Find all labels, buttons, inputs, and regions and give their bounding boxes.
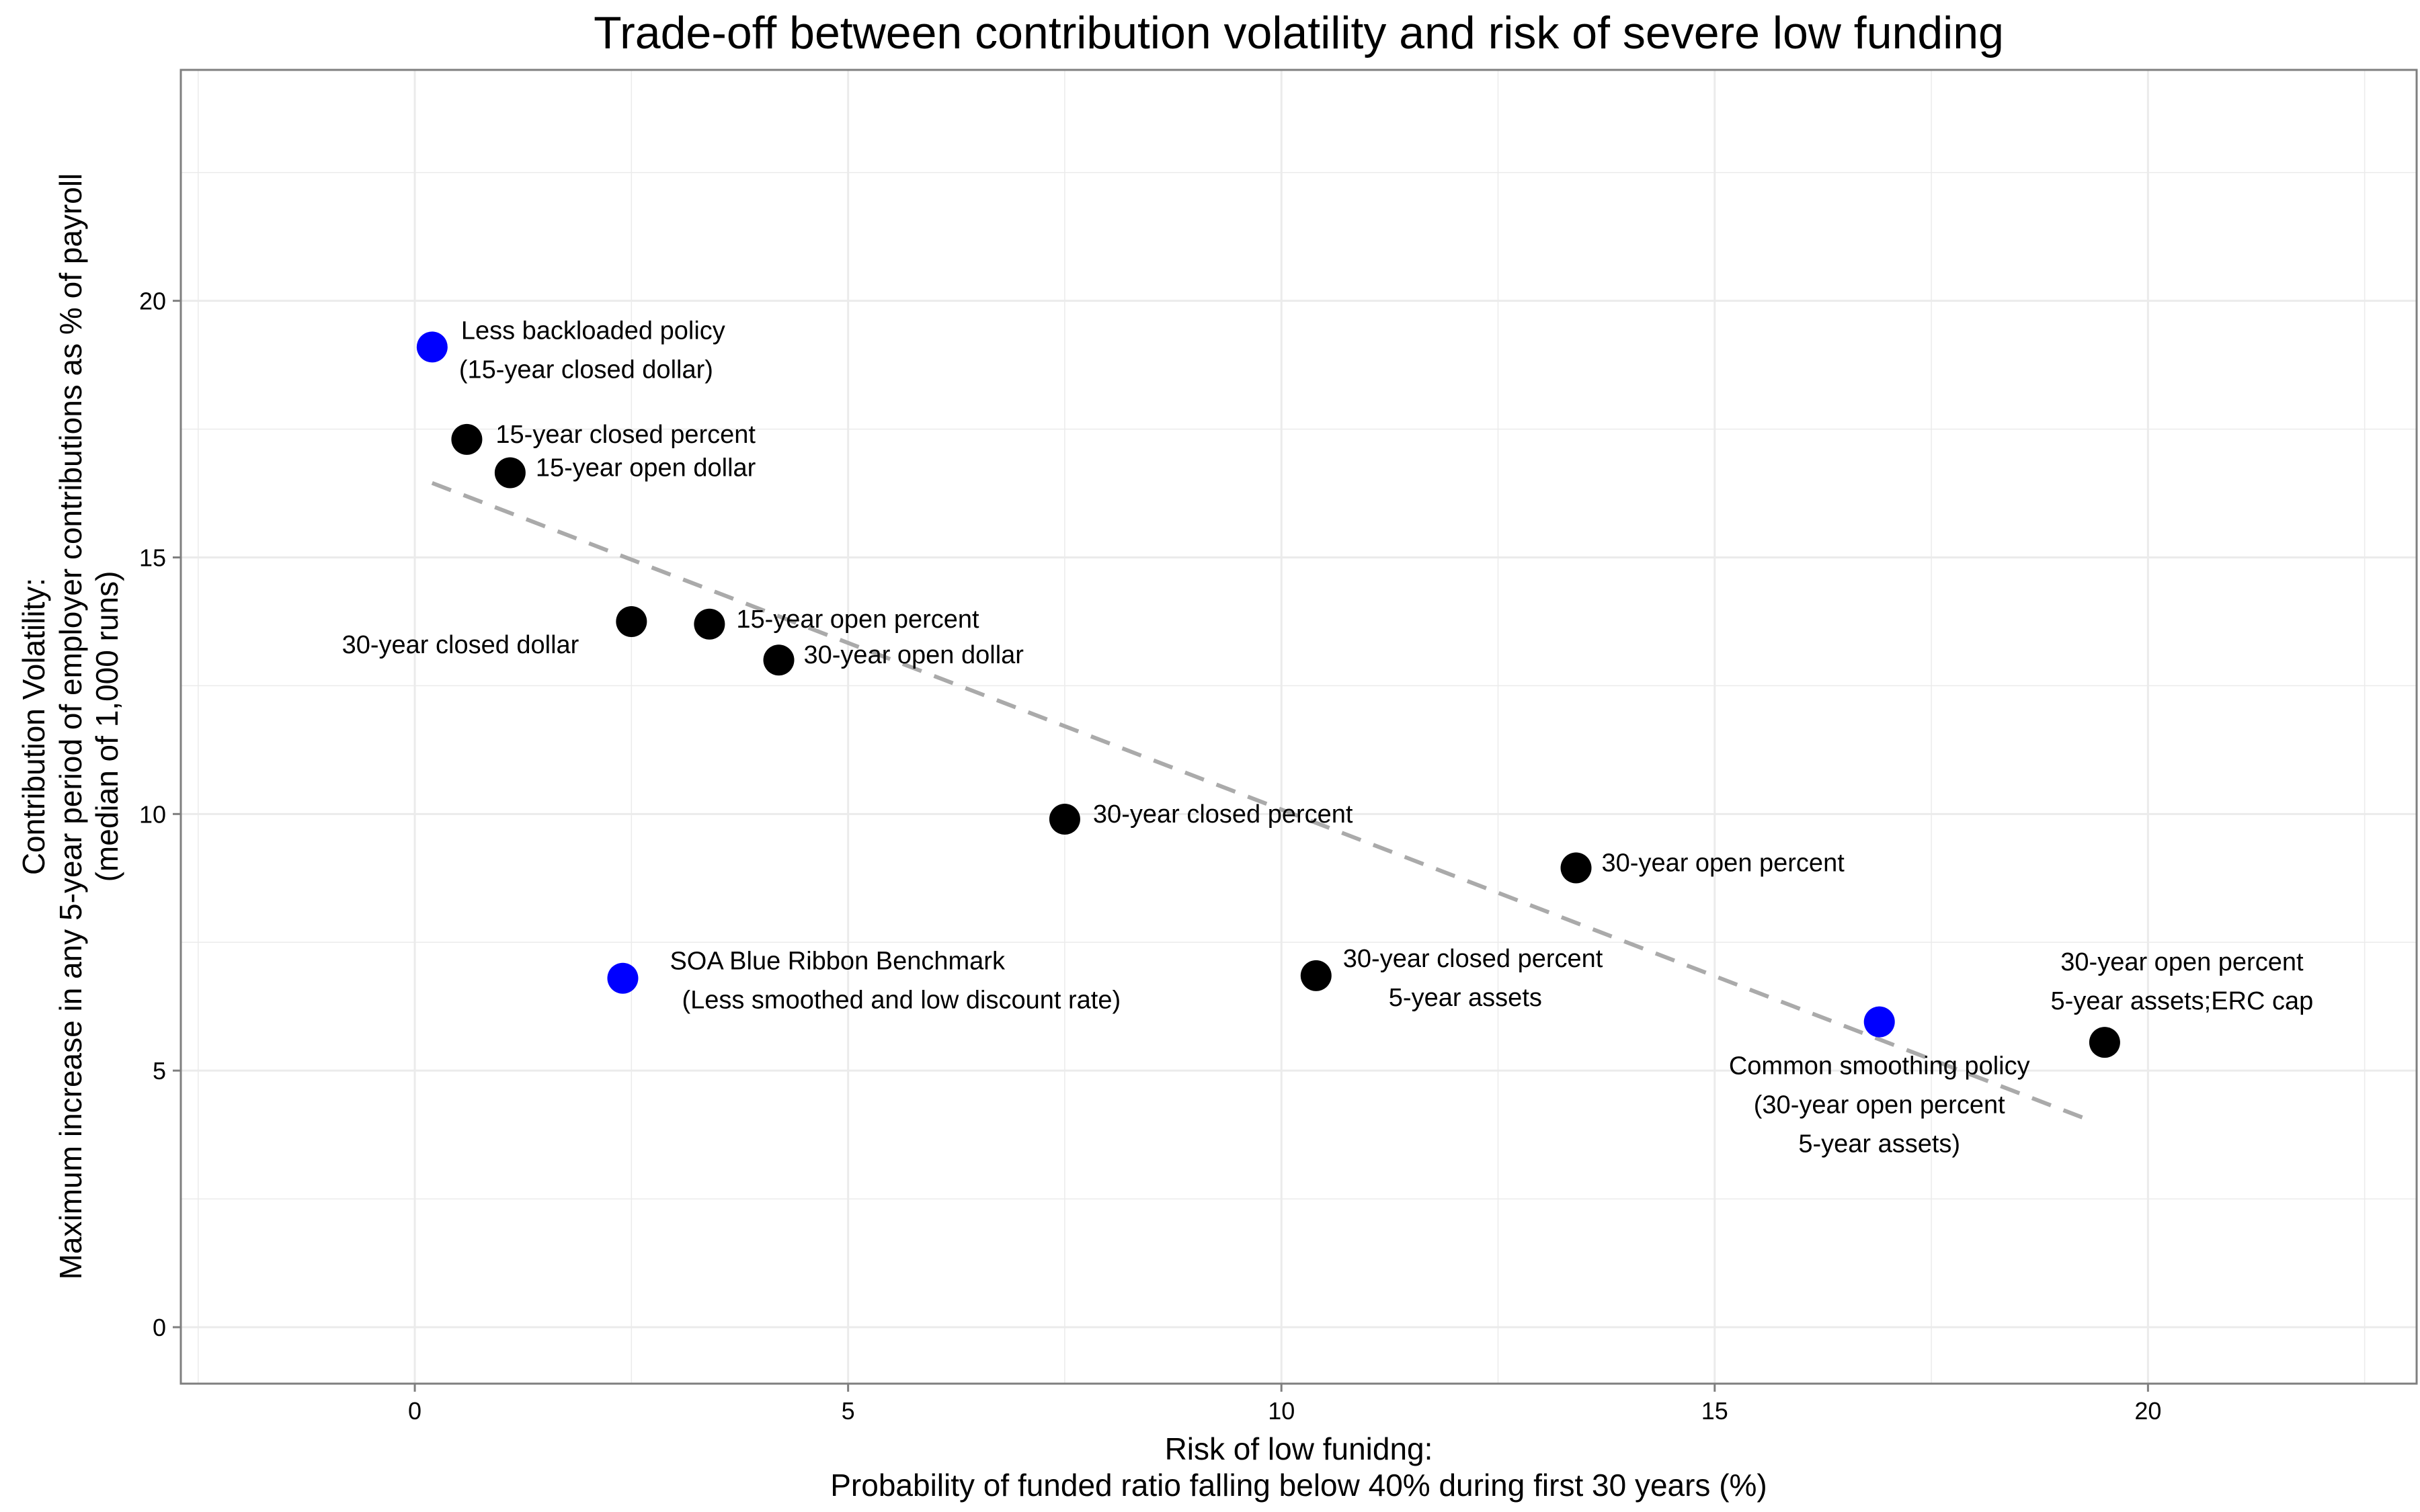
y-axis-title-line: Maximum increase in any 5-year period of… (53, 173, 88, 1280)
y-tick-label: 0 (153, 1314, 166, 1341)
x-axis-title: Risk of low funidng:Probability of funde… (830, 1431, 1767, 1503)
point-label: Less backloaded policy (15-year closed do… (459, 317, 725, 384)
point-label: 15-year open percent (736, 605, 979, 634)
point-label: 30-year closed percent 5-year assets (1343, 945, 1603, 1012)
data-point (1863, 1006, 1895, 1038)
point-label-line: 5-year assets;ERC cap (2051, 987, 2314, 1015)
x-tick-label: 5 (842, 1397, 855, 1425)
data-point (494, 457, 526, 489)
x-axis-title-line: Risk of low funidng: (1165, 1431, 1433, 1466)
data-point (1300, 960, 1332, 991)
point-label-line: 30-year open percent (1602, 849, 1845, 878)
y-tick-label: 5 (153, 1057, 166, 1085)
point-label: SOA Blue Ribbon Benchmark (Less smoothed … (670, 948, 1121, 1015)
x-tick-label: 20 (2134, 1397, 2161, 1425)
data-point (616, 605, 647, 637)
point-label: 15-year open dollar (536, 454, 756, 482)
gridlines (181, 70, 2417, 1384)
point-label-line: (15-year closed dollar) (459, 355, 713, 384)
x-tick-label: 15 (1701, 1397, 1728, 1425)
point-label: 30-year open percent 5-year assets;ERC ca… (2051, 948, 2314, 1015)
point-label: 30-year closed dollar (342, 631, 579, 659)
y-axis-title: Contribution Volatility: Maximum increase… (16, 173, 124, 1280)
point-label: Common smoothing policy (30-year open per… (1729, 1052, 2030, 1159)
trend-line (431, 480, 2089, 1122)
data-point (694, 608, 725, 640)
point-label-line: (Less smoothed and low discount rate) (682, 986, 1121, 1015)
data-point (2089, 1027, 2120, 1058)
points-layer (416, 331, 2120, 1058)
data-point (1049, 803, 1080, 835)
y-axis-title-line: Contribution Volatility: (16, 578, 51, 875)
point-label-line: (30-year open percent (1754, 1091, 2005, 1120)
data-point (451, 423, 483, 455)
point-label-line: 15-year open percent (736, 605, 979, 634)
point-label-line: 5-year assets (1389, 984, 1542, 1012)
point-label-line: 15-year open dollar (536, 454, 756, 482)
data-point (607, 962, 639, 994)
plot-panel-border (179, 69, 2418, 1385)
point-label: 30-year open percent (1602, 849, 1845, 878)
point-label-line: 30-year closed percent (1343, 945, 1603, 973)
trend-line-layer (431, 480, 2089, 1122)
x-tick-label: 10 (1268, 1397, 1295, 1425)
y-tick-label: 20 (139, 288, 166, 315)
point-label-line: 30-year open dollar (804, 641, 1024, 669)
point-label: 30-year open dollar (804, 641, 1024, 669)
point-label-line: Less backloaded policy (461, 317, 725, 345)
point-label-line: 15-year closed percent (495, 421, 756, 449)
x-axis-title-line: Probability of funded ratio falling belo… (830, 1468, 1767, 1503)
data-point (416, 331, 448, 363)
point-label: 30-year closed percent (1093, 800, 1353, 829)
data-point (1560, 852, 1592, 884)
point-label-line: 5-year assets) (1798, 1130, 1960, 1159)
point-label-line: Common smoothing policy (1729, 1052, 2030, 1081)
point-label-line: SOA Blue Ribbon Benchmark (670, 948, 1005, 976)
point-label-line: 30-year open percent (2060, 948, 2304, 976)
point-label-line: 30-year closed percent (1093, 800, 1353, 829)
point-label: 15-year closed percent (495, 421, 756, 449)
chart-title: Trade-off between contribution volatilit… (594, 7, 2004, 58)
y-axis-title-line: (median of 1,000 runs) (89, 571, 124, 882)
point-label-line: 30-year closed dollar (342, 631, 579, 659)
y-tick-label: 15 (139, 544, 166, 571)
y-tick-label: 10 (139, 800, 166, 828)
axes: 0 5 10 15 20 0 5 10 15 20 (139, 288, 2161, 1425)
data-point (763, 644, 795, 676)
x-tick-label: 0 (408, 1397, 421, 1425)
point-labels-layer: Less backloaded policy (15-year closed do… (342, 317, 2314, 1158)
